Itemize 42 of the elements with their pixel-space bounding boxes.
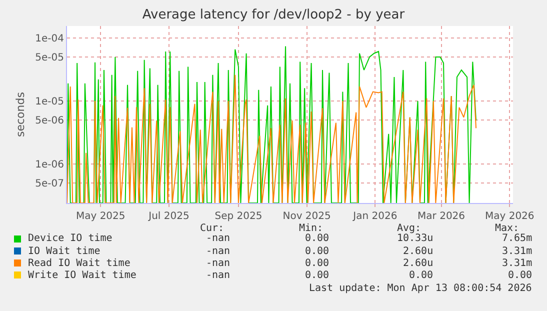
y-tick-label: 5e-05 [35,52,64,64]
text: 3.31m [502,258,532,269]
text: -nan [206,258,230,269]
text: 0.00 [508,270,532,281]
text: 0.00 [305,270,330,281]
x-tick-label: Jul 2025 [148,211,190,222]
text: 7.65m [502,233,532,244]
y-axis-title: seconds [14,92,27,137]
text: Avg: [397,223,422,234]
y-tick-label: 1e-06 [35,159,64,170]
text: 3.31m [502,246,532,257]
x-tick-label: May 2026 [484,211,534,222]
line-series [67,74,477,203]
y-tick-label: 1e-05 [35,96,64,108]
legend-label: Device IO time [28,233,112,244]
x-tick-label: Nov 2025 [282,211,331,222]
text: -nan [206,233,230,244]
text: -nan [206,270,230,281]
y-tick-label: 5e-06 [35,115,64,126]
x-tick-label: Mar 2026 [418,211,466,222]
text: 0.00 [305,233,330,244]
text: 0.00 [305,258,330,269]
x-tick-label: Jan 2026 [352,211,398,222]
text: 0.00 [409,270,434,281]
text: Min: [299,223,324,234]
text: 0.00 [305,246,330,257]
chart-title: Average latency for /dev/loop2 - by year [142,8,406,23]
text: Cur: [200,223,224,234]
legend-label: Write IO Wait time [28,270,136,281]
text: 2.60u [403,246,434,257]
y-tick-label: 1e-04 [35,33,64,44]
legend-label: Read IO Wait time [28,258,130,269]
x-tick-label: May 2025 [76,211,126,222]
text: -nan [206,246,230,257]
text: Last update: Mon Apr 13 08:00:54 2026 [309,283,532,294]
line-series [67,46,477,203]
text: 2.60u [403,258,434,269]
text: 10.33u [397,233,434,244]
legend-label: IO Wait time [28,246,100,257]
x-tick-label: Sep 2025 [214,211,262,222]
text: Max: [495,223,520,234]
y-tick-label: 5e-07 [35,178,64,190]
